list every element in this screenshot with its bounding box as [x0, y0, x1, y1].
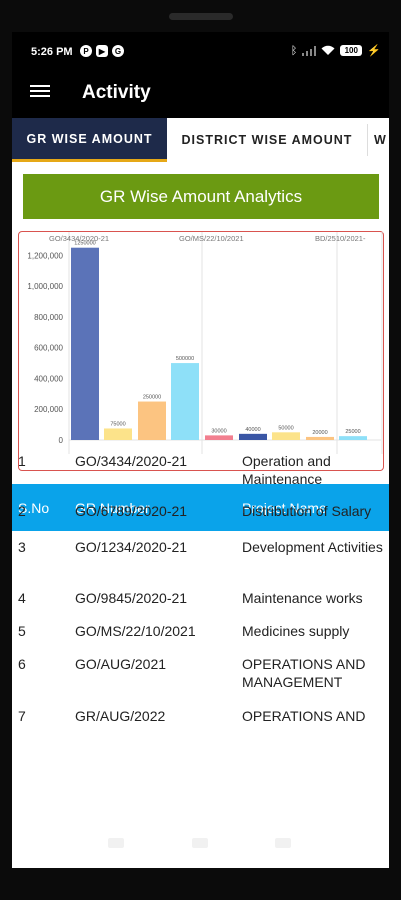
row-sno: 4: [18, 590, 26, 606]
tab-bar: GR WISE AMOUNT DISTRICT WISE AMOUNT W: [12, 118, 389, 162]
chart-bar: [104, 428, 132, 440]
header-sno: S.No: [18, 500, 50, 516]
row-sno: 7: [18, 708, 26, 724]
status-bar: 5:26 PM P ▶ G ᛒ 100 ⚡: [12, 32, 389, 72]
row-project-name: Distribution of Salary: [242, 503, 372, 519]
row-project-name: OPERATIONS AND MANAGEMENT: [242, 656, 366, 690]
row-project-name: OPERATIONS AND: [242, 708, 366, 724]
row-sno: 2: [18, 503, 26, 519]
chart-bar: [171, 363, 199, 440]
bar-value-label: 250000: [143, 395, 161, 401]
bar-value-label: 25000: [345, 429, 360, 435]
row-sno: 1: [18, 453, 26, 469]
main-content: GR Wise Amount Analytics GO/3434/2020-21…: [12, 162, 389, 868]
chart-bar: [272, 432, 300, 440]
chart-bar: [239, 433, 267, 440]
header-gr-number: GR Number: [75, 500, 150, 516]
row-gr-number: GO/6789/2020-21: [75, 503, 188, 519]
youtube-icon: ▶: [96, 45, 108, 57]
y-tick-label: 0: [59, 436, 64, 445]
notification-icon: P: [80, 45, 92, 57]
top-category-label: GO/MS/22/10/2021: [179, 234, 244, 243]
y-tick-label: 400,000: [34, 374, 63, 383]
row-gr-number: GO/MS/22/10/2021: [75, 623, 196, 639]
table-header: S.No GR Number Project Name: [12, 484, 389, 531]
bar-value-label: 50000: [278, 425, 293, 431]
status-time: 5:26 PM: [31, 46, 73, 58]
row-sno: 6: [18, 656, 26, 672]
row-gr-number: GO/3434/2020-21: [75, 453, 188, 469]
tab-gr-wise-amount[interactable]: GR WISE AMOUNT: [12, 118, 167, 162]
top-category-label: GO/3434/2020-21: [49, 234, 109, 243]
bar-value-label: 1250000: [74, 241, 95, 247]
header-project-name: Project Name: [242, 500, 327, 516]
row-gr-number: GO/9845/2020-21: [75, 590, 188, 606]
y-tick-label: 200,000: [34, 405, 63, 414]
chart-bar: [138, 401, 166, 440]
row-project-name: Operation and Maintenance: [242, 453, 331, 487]
signal-icon: [302, 45, 317, 56]
bar-chart: GO/3434/2020-21 GO/MS/22/10/2021 BD/2510/2…: [18, 231, 384, 471]
bar-value-label: 500000: [176, 356, 194, 362]
screen: 5:26 PM P ▶ G ᛒ 100 ⚡ Activity GR WISE A…: [12, 32, 389, 868]
chart-bar: [71, 247, 99, 440]
tab-district-wise-amount[interactable]: DISTRICT WISE AMOUNT: [181, 133, 353, 147]
chart-bar: [306, 436, 334, 440]
row-gr-number: GO/1234/2020-21: [75, 539, 188, 555]
chart-bar: [205, 435, 233, 440]
y-tick-label: 1,200,000: [27, 251, 63, 260]
menu-icon[interactable]: [30, 82, 50, 100]
nav-recents-icon: [192, 838, 208, 848]
top-category-label: BD/2510/2021-: [315, 234, 366, 243]
app-notification-icon: G: [112, 45, 124, 57]
y-tick-label: 800,000: [34, 313, 63, 322]
bar-value-label: 30000: [211, 428, 226, 434]
row-sno: 5: [18, 623, 26, 639]
row-gr-number: GR/AUG/2022: [75, 708, 166, 724]
nav-home-icon: [108, 838, 124, 848]
bar-value-label: 20000: [312, 430, 327, 436]
y-tick-label: 1,000,000: [27, 282, 63, 291]
system-icons: ᛒ 100 ⚡: [290, 44, 381, 58]
analytics-banner: GR Wise Amount Analytics: [23, 174, 379, 219]
earpiece: [169, 13, 233, 20]
bluetooth-icon: ᛒ: [290, 44, 298, 57]
chart-bar: [339, 436, 367, 440]
charging-icon: ⚡: [367, 45, 381, 57]
row-sno: 3: [18, 539, 26, 555]
notification-icons: P ▶ G: [80, 45, 124, 57]
nav-back-icon: [275, 838, 291, 848]
wifi-icon: [321, 45, 335, 55]
tab-separator: [367, 124, 368, 156]
row-gr-number: GO/AUG/2021: [75, 656, 167, 672]
row-project-name: Development Activities: [242, 539, 383, 555]
bar-value-label: 40000: [245, 427, 260, 433]
row-project-name: Maintenance works: [242, 590, 363, 606]
chart-svg: GO/3434/2020-21 GO/MS/22/10/2021 BD/2510/2…: [27, 232, 383, 454]
row-project-name: Medicines supply: [242, 623, 350, 639]
bar-value-label: 75000: [110, 421, 125, 427]
page-title: Activity: [82, 82, 151, 103]
y-tick-label: 600,000: [34, 344, 63, 353]
tab-partial[interactable]: W: [374, 133, 387, 147]
app-bar: Activity: [12, 72, 389, 118]
battery-icon: 100: [340, 45, 363, 56]
